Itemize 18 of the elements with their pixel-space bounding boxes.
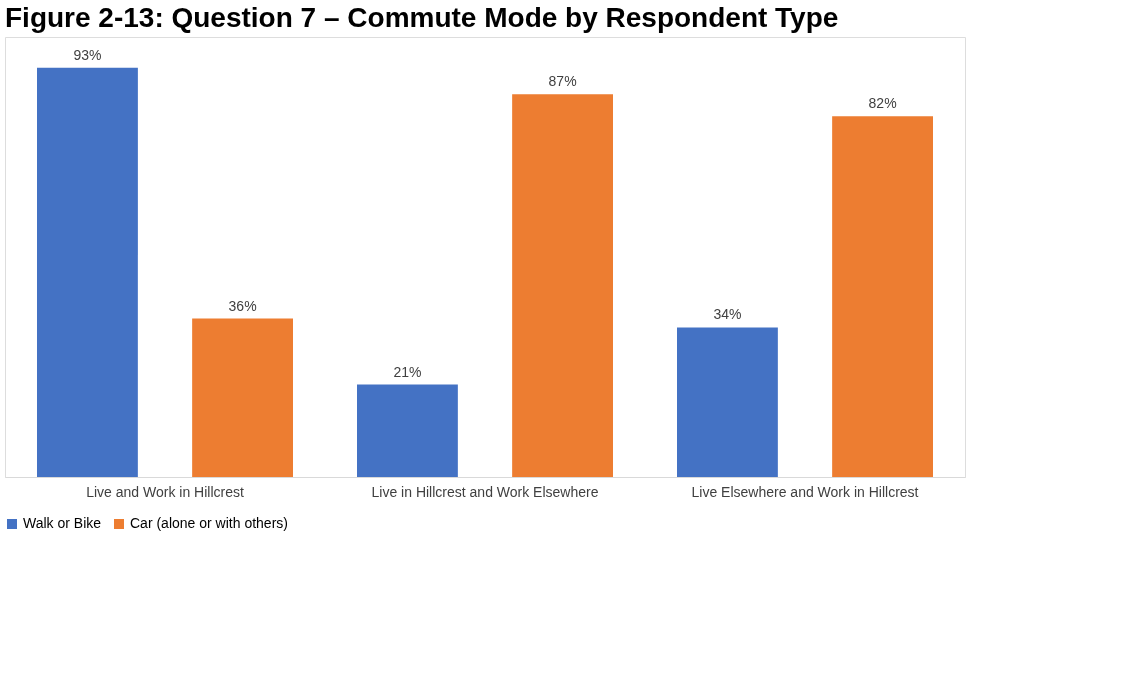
bar: [832, 116, 933, 477]
bar: [357, 384, 458, 477]
bar: [512, 94, 613, 477]
data-label: 36%: [228, 297, 257, 314]
x-tick-label: Live Elsewhere and Work in Hillcrest: [691, 483, 919, 500]
bar: [37, 67, 138, 477]
data-label: 34%: [713, 306, 742, 323]
legend-label: Car (alone or with others): [130, 515, 288, 531]
data-label: 87%: [548, 73, 577, 90]
legend-label: Walk or Bike: [23, 515, 102, 531]
data-label: 82%: [868, 95, 897, 112]
data-label: 21%: [393, 363, 422, 380]
x-tick-label: Live in Hillcrest and Work Elsewhere: [371, 483, 599, 500]
x-tick-label: Live and Work in Hillcrest: [86, 483, 244, 500]
chart-title: Figure 2-13: Question 7 – Commute Mode by Respondent Type: [5, 2, 839, 33]
bar: [192, 318, 293, 477]
bar: [677, 327, 778, 477]
data-label: 93%: [73, 46, 102, 63]
